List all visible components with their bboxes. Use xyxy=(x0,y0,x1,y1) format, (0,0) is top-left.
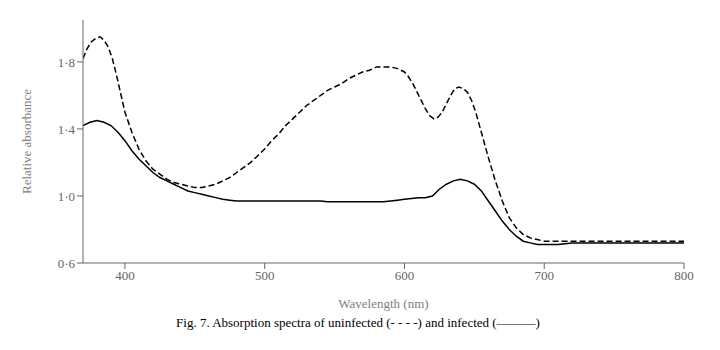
svg-text:500: 500 xyxy=(255,268,275,283)
svg-text:1·8: 1·8 xyxy=(58,55,75,70)
svg-text:0·6: 0·6 xyxy=(58,256,76,271)
svg-text:Wavelength (nm): Wavelength (nm) xyxy=(338,296,428,311)
svg-text:Relative absorbance: Relative absorbance xyxy=(19,89,34,194)
svg-text:1·4: 1·4 xyxy=(58,122,76,137)
html-text:Fig. 7. Absorption spectra of: Fig. 7. Absorption spectra of uninfected… xyxy=(176,315,540,330)
svg-text:400: 400 xyxy=(115,268,135,283)
svg-text:1·0: 1·0 xyxy=(58,189,75,204)
svg-text:800: 800 xyxy=(674,268,694,283)
svg-text:700: 700 xyxy=(534,268,554,283)
svg-text:600: 600 xyxy=(395,268,415,283)
